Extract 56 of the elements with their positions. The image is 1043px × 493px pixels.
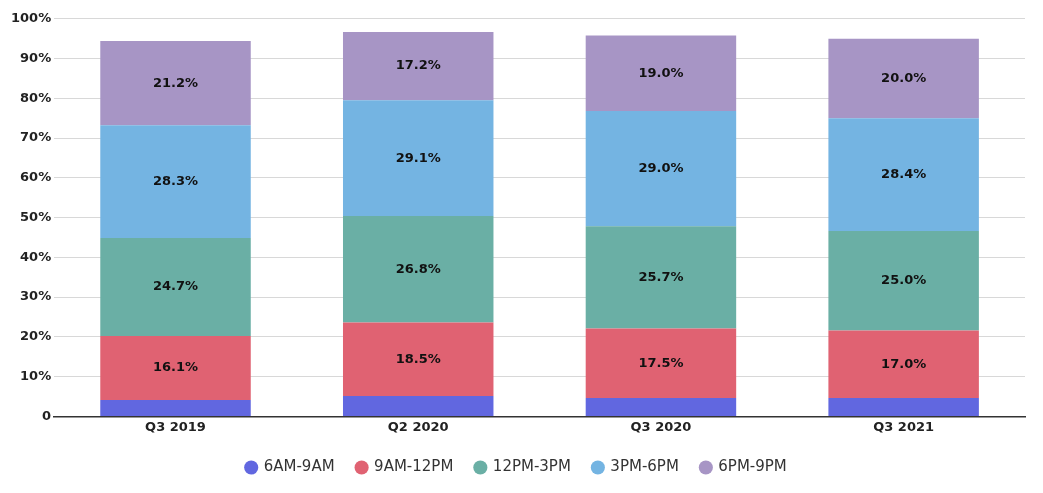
legend-label: 9AM-12PM	[374, 457, 454, 476]
data-label: 18.5%	[395, 350, 441, 366]
x-tick-label: Q2 2020	[387, 418, 449, 434]
y-tick-label: 0	[42, 407, 52, 423]
bar	[100, 125, 251, 238]
data-label: 25.0%	[881, 272, 927, 288]
legend-label: 6PM-9PM	[718, 457, 787, 476]
y-tick-label: 40%	[20, 248, 52, 264]
y-tick-label: 60%	[20, 169, 52, 185]
bar	[828, 398, 979, 416]
y-tick-label: 20%	[20, 328, 52, 344]
bar	[585, 328, 737, 399]
bar	[100, 336, 251, 401]
data-label: 17.0%	[881, 355, 927, 371]
legend-label: 3PM-6PM	[610, 457, 679, 476]
bar	[585, 111, 737, 227]
x-tick-label: Q3 2019	[145, 418, 206, 434]
data-label: 25.7%	[638, 268, 684, 284]
bar	[100, 237, 251, 337]
y-tick-label: 50%	[20, 208, 52, 224]
bar	[585, 226, 737, 329]
data-label: 29.0%	[638, 160, 684, 176]
data-label: 19.0%	[638, 64, 684, 80]
data-label: 17.2%	[395, 57, 441, 73]
bar	[828, 38, 979, 119]
y-tick-label: 10%	[20, 368, 52, 384]
bar	[100, 41, 251, 126]
bar	[342, 216, 494, 323]
y-tick-label: 100%	[10, 10, 52, 26]
bar	[585, 35, 737, 112]
bar	[585, 398, 737, 416]
legend-label: 6AM-9AM	[263, 457, 335, 476]
data-label: 26.8%	[395, 260, 441, 276]
data-label: 28.3%	[152, 172, 199, 188]
y-tick-label: 90%	[20, 49, 52, 65]
data-label: 28.4%	[881, 166, 927, 182]
bar	[828, 330, 979, 399]
y-tick-label: 80%	[20, 89, 52, 105]
y-tick-label: 30%	[20, 288, 52, 304]
bar	[342, 322, 494, 397]
bar	[828, 118, 979, 232]
bar	[100, 400, 251, 416]
data-label: 16.1%	[152, 359, 199, 375]
legend-label: 12PM-3PM	[492, 457, 571, 476]
x-tick-label: Q3 2021	[873, 418, 935, 434]
data-label: 24.7%	[152, 278, 199, 294]
bar	[342, 31, 494, 101]
x-tick-label: Q3 2020	[630, 418, 692, 434]
data-label: 17.5%	[638, 354, 684, 370]
data-label: 21.2%	[152, 74, 199, 90]
y-tick-label: 70%	[20, 129, 52, 145]
bar	[342, 396, 494, 416]
data-label: 20.0%	[881, 69, 927, 85]
data-label: 29.1%	[395, 149, 441, 165]
bar	[828, 231, 979, 331]
bar	[342, 100, 494, 217]
